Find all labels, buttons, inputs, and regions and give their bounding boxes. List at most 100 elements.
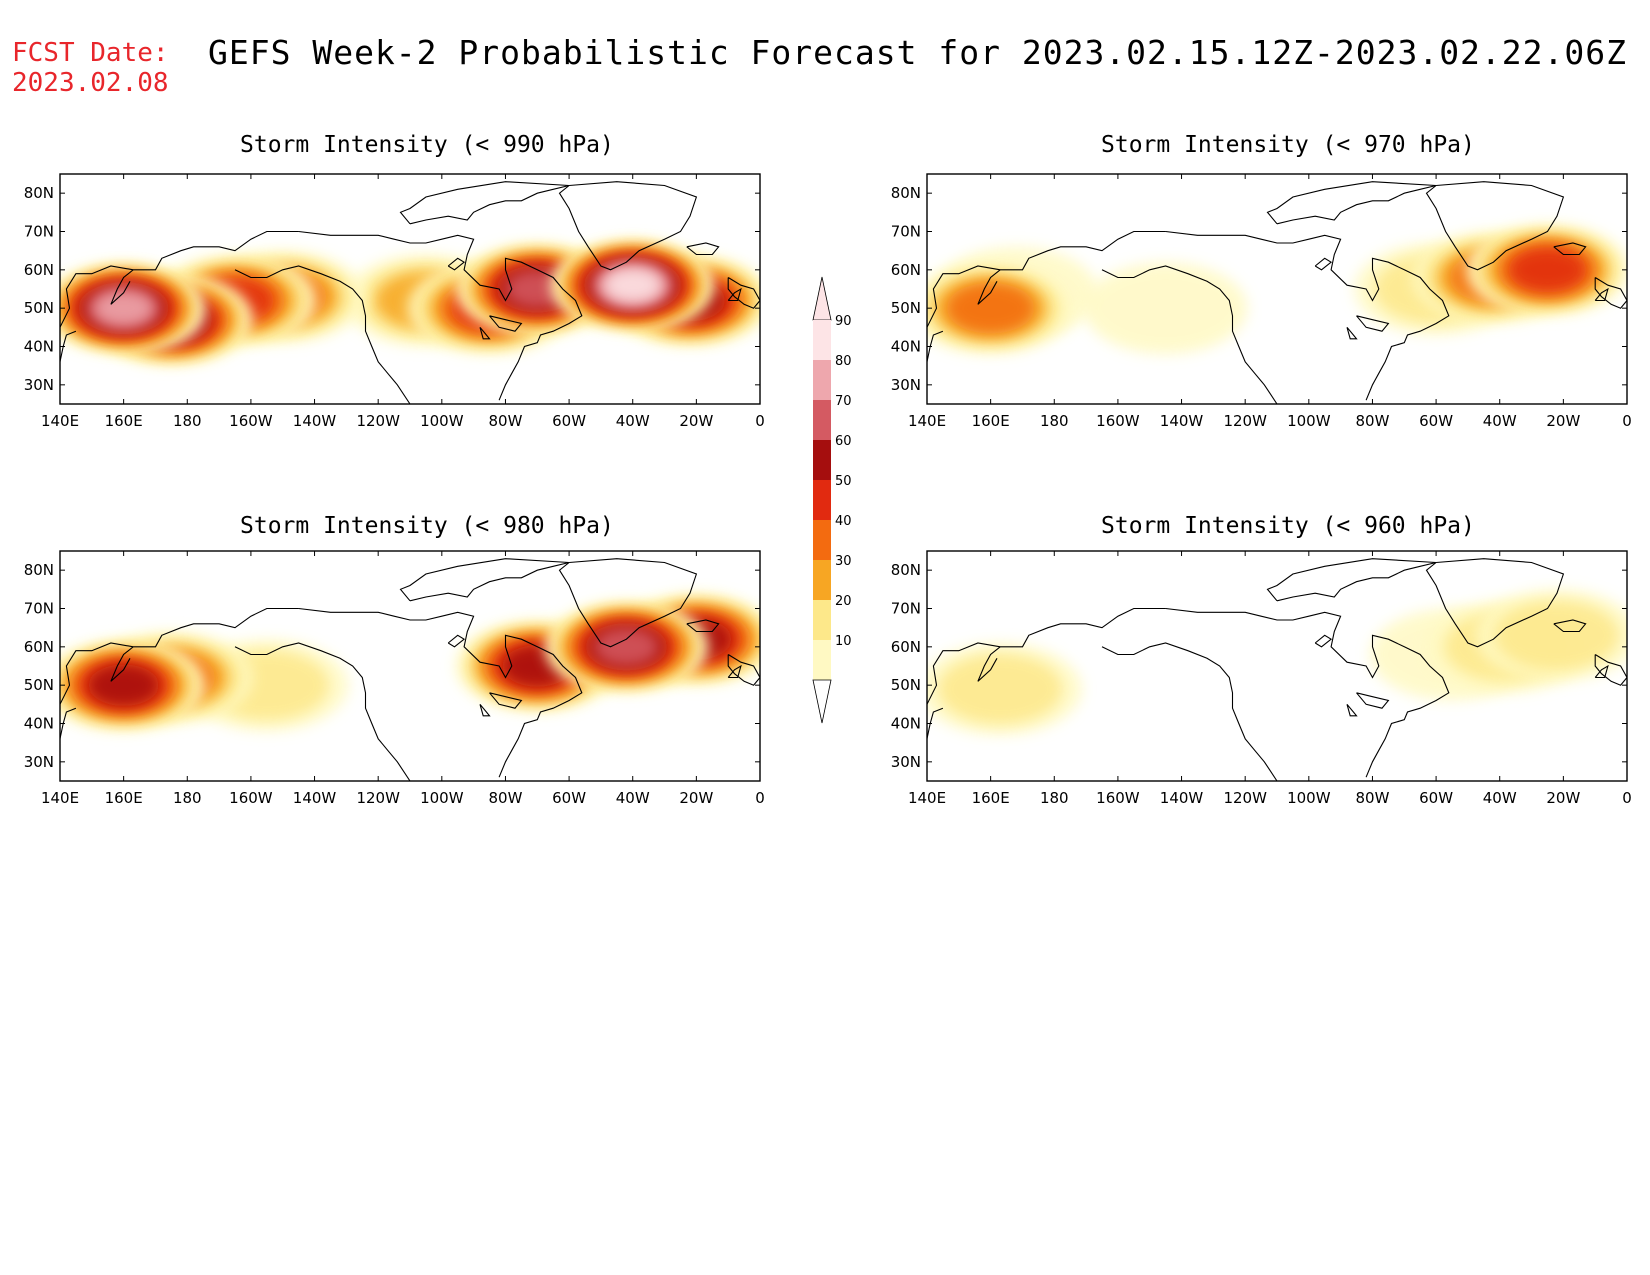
forecast-date-label: FCST Date: — [12, 38, 169, 68]
panel-frame — [926, 173, 1628, 405]
lat-tick-label: 30N — [891, 753, 921, 771]
coastline — [1266, 181, 1437, 225]
lat-tick-label: 60N — [891, 638, 921, 656]
panel-title-980: Storm Intensity (< 980 hPa) — [240, 513, 614, 539]
coastline — [977, 269, 1001, 305]
coastline — [686, 619, 720, 633]
coastline — [1425, 558, 1565, 648]
map-panel-3: 140E 160E 180 160W 140W 120W 100W 80W 60W 40W 20W 0… — [24, 550, 765, 807]
lat-tick-label: 40N — [24, 715, 54, 733]
lon-tick-label: 100W — [420, 412, 464, 430]
coastline — [110, 269, 134, 305]
coastline — [927, 707, 944, 739]
coastline — [1346, 703, 1358, 717]
lon-tick-label: 180 — [173, 412, 202, 430]
coastline — [110, 646, 134, 682]
coastline — [1165, 607, 1450, 778]
prob-region-70 — [593, 627, 660, 666]
lon-tick-label: 120W — [1223, 789, 1267, 807]
lat-tick-label: 80N — [891, 561, 921, 579]
coastline — [1553, 619, 1587, 633]
lon-tick-label: 140E — [908, 789, 946, 807]
lon-tick-label: 160W — [1096, 789, 1140, 807]
lon-tick-label: 140W — [1160, 412, 1204, 430]
coastline — [479, 326, 491, 340]
coastline — [1165, 230, 1450, 401]
lat-tick-label: 60N — [24, 261, 54, 279]
lon-tick-label: 160E — [105, 789, 143, 807]
colorbar-swatch — [813, 440, 831, 480]
lon-tick-label: 80W — [1355, 412, 1389, 430]
prob-region-20 — [938, 653, 1063, 725]
lon-tick-label: 180 — [173, 789, 202, 807]
coastline — [1314, 634, 1333, 648]
coastline — [60, 230, 299, 328]
coastline — [447, 634, 466, 648]
lon-tick-label: 20W — [679, 789, 713, 807]
panel-frame — [59, 550, 761, 782]
forecast-date-value: 2023.02.08 — [12, 68, 169, 98]
panel-frame — [926, 550, 1628, 782]
colorbar-tick-label: 30 — [835, 554, 852, 569]
colorbar-swatch — [813, 320, 831, 360]
coastline — [1346, 326, 1358, 340]
colorbar-tick-label: 60 — [835, 434, 852, 449]
lon-tick-label: 40W — [616, 789, 650, 807]
coastline — [558, 181, 698, 271]
lon-tick-label: 20W — [1546, 412, 1580, 430]
lon-tick-label: 60W — [1419, 412, 1453, 430]
coastline — [1101, 265, 1278, 404]
colorbar-swatch — [813, 520, 831, 560]
probability-shading — [927, 223, 1627, 355]
coastline — [298, 230, 583, 401]
colorbar-top-triangle — [812, 276, 832, 321]
coastlines — [927, 558, 1627, 781]
lon-tick-label: 140W — [1160, 789, 1204, 807]
coastlines — [927, 181, 1627, 404]
lon-tick-label: 0 — [1622, 412, 1632, 430]
map-panel-2: 140E 160E 180 160W 140W 120W 100W 80W 60W 40W 20W 0… — [891, 173, 1632, 430]
probability-shading — [60, 239, 760, 366]
coastline — [489, 315, 523, 332]
panel-title-990: Storm Intensity (< 990 hPa) — [240, 132, 614, 158]
colorbar-tick-label: 40 — [835, 514, 852, 529]
lat-tick-label: 50N — [24, 676, 54, 694]
coastline — [727, 277, 760, 309]
lon-tick-label: 60W — [1419, 789, 1453, 807]
lon-tick-label: 80W — [1355, 789, 1389, 807]
lon-tick-label: 60W — [552, 412, 586, 430]
map-panel-1: 140E 160E 180 160W 140W 120W 100W 80W 60W 40W 20W 0… — [24, 173, 765, 430]
coastline — [399, 558, 570, 602]
coastline — [558, 558, 698, 648]
lat-tick-label: 30N — [24, 376, 54, 394]
coastline — [1553, 242, 1587, 256]
lon-tick-label: 120W — [1223, 412, 1267, 430]
prob-region-90 — [604, 268, 662, 303]
lon-tick-label: 20W — [679, 412, 713, 430]
panel-frame — [59, 173, 761, 405]
lon-tick-label: 40W — [1483, 789, 1517, 807]
map-panel-4: 140E 160E 180 160W 140W 120W 100W 80W 60W 40W 20W 0… — [891, 550, 1632, 807]
colorbar-swatch — [813, 480, 831, 520]
coastline — [60, 607, 299, 705]
lon-tick-label: 120W — [356, 412, 400, 430]
coastline — [686, 242, 720, 256]
coastline — [60, 330, 77, 362]
lon-tick-label: 0 — [755, 412, 765, 430]
colorbar-swatch — [813, 560, 831, 600]
colorbar-tick-label: 90 — [835, 314, 852, 329]
lon-tick-label: 80W — [488, 412, 522, 430]
coastline — [60, 707, 77, 739]
coastline — [1314, 257, 1333, 271]
lat-tick-label: 70N — [891, 600, 921, 618]
lon-tick-label: 100W — [1287, 789, 1331, 807]
coastline — [234, 642, 411, 781]
probability-shading — [927, 589, 1627, 735]
lon-tick-label: 160W — [229, 412, 273, 430]
prob-region-20 — [1495, 600, 1619, 671]
lat-tick-label: 50N — [24, 299, 54, 317]
colorbar-swatch — [813, 640, 831, 680]
coastline — [727, 654, 760, 686]
lon-tick-label: 120W — [356, 789, 400, 807]
